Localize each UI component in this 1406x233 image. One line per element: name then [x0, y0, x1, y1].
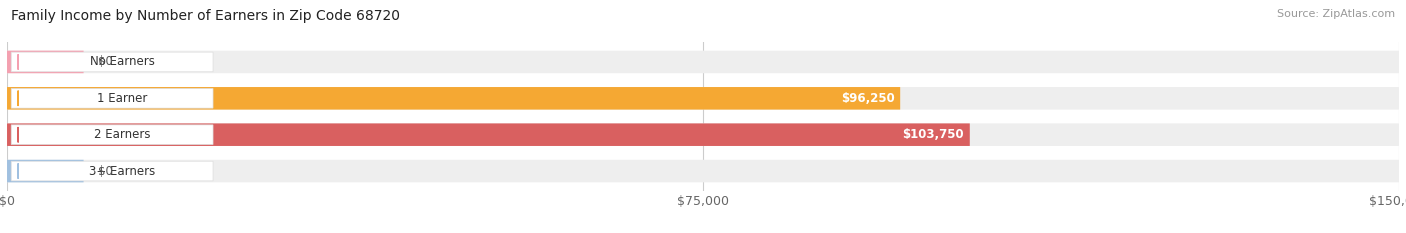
FancyBboxPatch shape — [7, 160, 83, 182]
FancyBboxPatch shape — [7, 87, 900, 110]
Text: 1 Earner: 1 Earner — [97, 92, 148, 105]
Text: $0: $0 — [97, 55, 112, 69]
Text: $103,750: $103,750 — [903, 128, 965, 141]
Text: 3+ Earners: 3+ Earners — [89, 164, 155, 178]
Text: $0: $0 — [97, 164, 112, 178]
FancyBboxPatch shape — [7, 160, 1399, 182]
FancyBboxPatch shape — [7, 123, 1399, 146]
Text: 2 Earners: 2 Earners — [94, 128, 150, 141]
FancyBboxPatch shape — [7, 51, 1399, 73]
Text: Family Income by Number of Earners in Zip Code 68720: Family Income by Number of Earners in Zi… — [11, 9, 401, 23]
Text: $96,250: $96,250 — [841, 92, 894, 105]
FancyBboxPatch shape — [7, 123, 970, 146]
FancyBboxPatch shape — [11, 52, 214, 72]
Text: No Earners: No Earners — [90, 55, 155, 69]
FancyBboxPatch shape — [11, 89, 214, 108]
FancyBboxPatch shape — [11, 125, 214, 144]
FancyBboxPatch shape — [7, 87, 1399, 110]
FancyBboxPatch shape — [7, 51, 83, 73]
FancyBboxPatch shape — [11, 161, 214, 181]
Text: Source: ZipAtlas.com: Source: ZipAtlas.com — [1277, 9, 1395, 19]
